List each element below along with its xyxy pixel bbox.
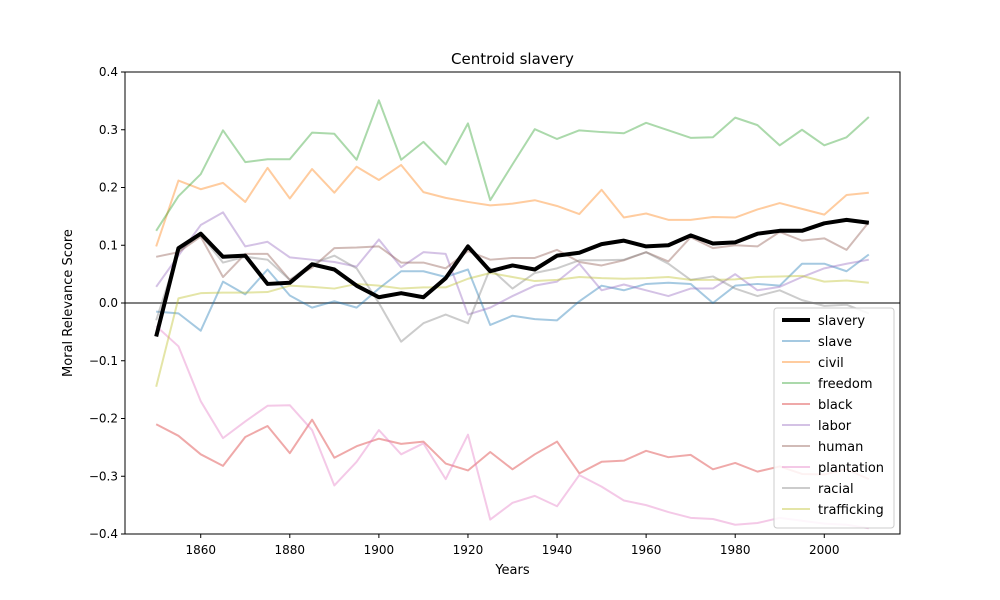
legend-label-labor: labor xyxy=(818,419,852,434)
y-tick-label: 0.4 xyxy=(99,65,118,79)
x-tick-label: 1900 xyxy=(364,543,395,557)
series-line-civil xyxy=(155,163,869,247)
y-tick-label: 0.2 xyxy=(99,181,118,195)
legend-label-freedom: freedom xyxy=(818,377,873,392)
series-line-black xyxy=(155,418,870,481)
legend-label-civil: civil xyxy=(818,356,844,371)
legend-label-plantation: plantation xyxy=(818,461,884,476)
chart-title: Centroid slavery xyxy=(451,50,574,68)
legend-label-human: human xyxy=(818,440,863,455)
series-line-racial xyxy=(155,233,870,343)
y-tick-label: −0.1 xyxy=(89,354,118,368)
series-line-slave xyxy=(156,253,870,332)
x-tick-label: 2000 xyxy=(809,543,840,557)
x-tick-label: 1960 xyxy=(631,543,662,557)
x-axis-label: Years xyxy=(494,563,530,578)
y-tick-label: 0.1 xyxy=(99,238,118,252)
x-tick-label: 1980 xyxy=(720,543,751,557)
legend-box xyxy=(773,307,895,529)
x-axis: 1860 1880 1900 1920 1940 1960 1980 2000 xyxy=(185,534,840,557)
legend-label-trafficking: trafficking xyxy=(818,503,884,518)
x-tick-label: 1940 xyxy=(542,543,573,557)
legend-label-slavery: slavery xyxy=(818,314,865,329)
legend-label-slave: slave xyxy=(818,335,852,350)
x-tick-label: 1880 xyxy=(275,543,306,557)
x-tick-label: 1860 xyxy=(185,543,216,557)
plot-lines xyxy=(125,99,900,530)
y-tick-label: −0.3 xyxy=(89,469,118,483)
legend: slavery slave civil freedom black labor human p… xyxy=(773,307,895,529)
legend-label-racial: racial xyxy=(818,482,854,497)
series-line-freedom xyxy=(155,99,870,232)
legend-label-black: black xyxy=(818,398,853,413)
y-axis: −0.4 −0.3 −0.2 −0.1 0.0 0.1 0.2 0.3 0.4 xyxy=(89,65,125,541)
series-line-human xyxy=(155,221,870,281)
y-tick-label: 0.0 xyxy=(99,296,118,310)
y-axis-label: Moral Relevance Score xyxy=(61,229,76,377)
series-line-plantation xyxy=(155,325,869,530)
y-tick-label: −0.2 xyxy=(89,412,118,426)
series-line-trafficking xyxy=(155,271,869,387)
series-line-labor xyxy=(155,211,869,316)
x-tick-label: 1920 xyxy=(453,543,484,557)
y-tick-label: −0.4 xyxy=(89,527,118,541)
y-tick-label: 0.3 xyxy=(99,123,118,137)
series-line-slavery xyxy=(154,217,870,337)
